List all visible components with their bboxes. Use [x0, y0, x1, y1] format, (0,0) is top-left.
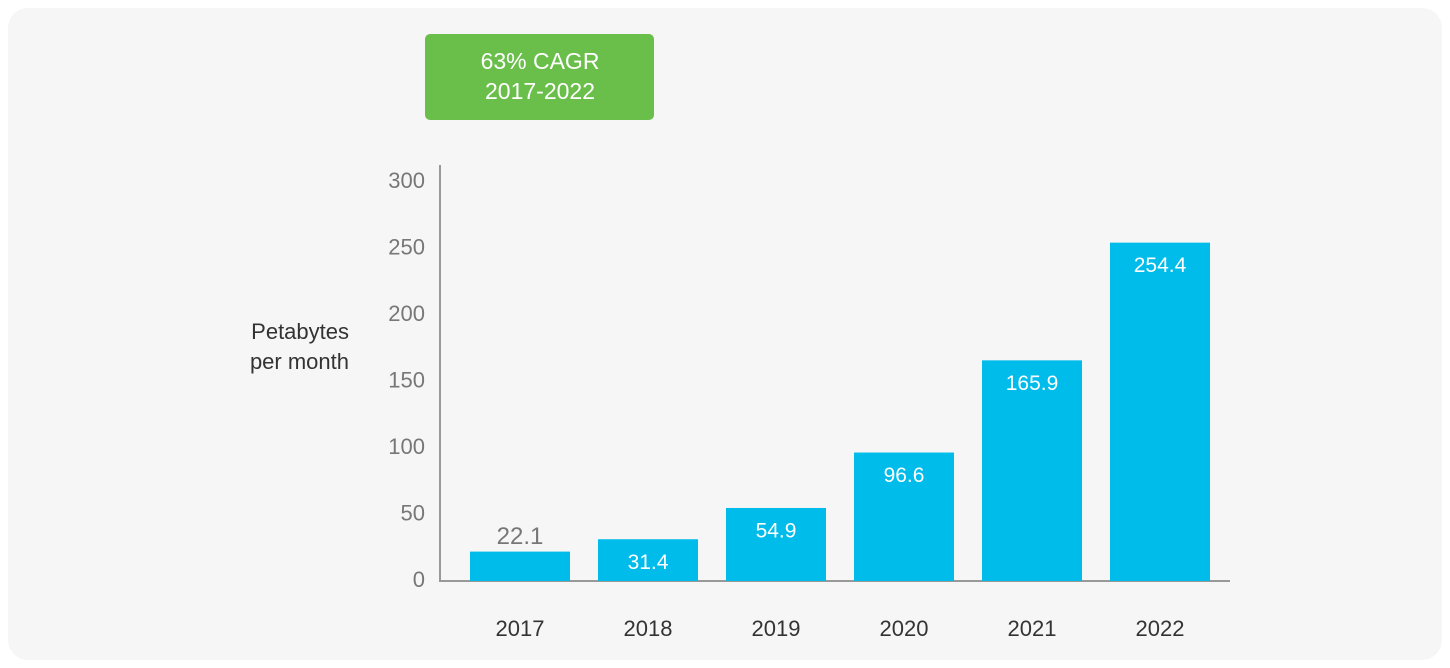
- x-tick-label: 2017: [496, 616, 545, 641]
- x-tick-label: 2021: [1008, 616, 1057, 641]
- data-label: 31.4: [628, 551, 669, 574]
- y-tick-label: 200: [388, 301, 425, 326]
- x-tick-label: 2018: [624, 616, 673, 641]
- x-tick-label: 2019: [752, 616, 801, 641]
- data-label: 254.4: [1134, 254, 1187, 277]
- bar: [1110, 242, 1210, 581]
- x-tick-label: 2020: [880, 616, 929, 641]
- data-label: 165.9: [1006, 372, 1059, 395]
- y-tick-label: 250: [388, 234, 425, 259]
- y-tick-label: 50: [401, 500, 425, 525]
- bar: [854, 452, 954, 581]
- data-label: 54.9: [756, 520, 797, 543]
- bar: [470, 551, 570, 581]
- y-axis-label: Petabytes: [251, 319, 349, 344]
- bar: [726, 507, 826, 581]
- bar: [598, 539, 698, 581]
- annotation: 63% CAGR: [481, 48, 600, 74]
- y-tick-label: 300: [388, 168, 425, 193]
- y-axis-label: per month: [250, 349, 349, 374]
- y-tick-label: 0: [413, 567, 425, 592]
- y-tick-label: 100: [388, 434, 425, 459]
- data-label: 22.1: [497, 523, 544, 550]
- y-tick-label: 150: [388, 367, 425, 392]
- card: [8, 8, 1442, 660]
- annotation: 2017-2022: [485, 78, 595, 104]
- bar: [982, 360, 1082, 581]
- x-tick-label: 2022: [1136, 616, 1185, 641]
- annotation-box: [425, 34, 654, 120]
- data-label: 96.6: [884, 464, 925, 487]
